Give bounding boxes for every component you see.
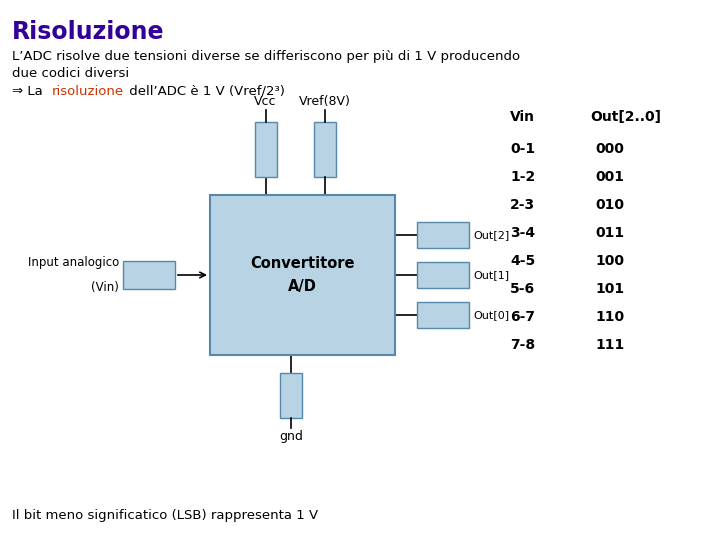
Text: Out[2]: Out[2] [473,230,509,240]
Text: Convertitore: Convertitore [251,255,355,271]
Text: 5-6: 5-6 [510,282,535,296]
Text: 000: 000 [595,142,624,156]
Text: 010: 010 [595,198,624,212]
Text: Vin: Vin [510,110,535,124]
Text: Out[1]: Out[1] [473,270,509,280]
Text: dell’ADC è 1 V (Vref/2³): dell’ADC è 1 V (Vref/2³) [125,85,285,98]
Text: 100: 100 [595,254,624,268]
Text: Vref(8V): Vref(8V) [299,95,351,108]
Text: 111: 111 [595,338,624,352]
Text: 7-8: 7-8 [510,338,535,352]
Text: ⇒ La: ⇒ La [12,85,47,98]
Text: 2-3: 2-3 [510,198,535,212]
Bar [280,373,302,418]
Bar [417,262,469,288]
Text: L’ADC risolve due tensioni diverse se differiscono per più di 1 V producendo: L’ADC risolve due tensioni diverse se di… [12,50,520,63]
Text: 6-7: 6-7 [510,310,535,324]
Text: 1-2: 1-2 [510,170,535,184]
Bar [254,122,276,177]
Text: 4-5: 4-5 [510,254,535,268]
Text: Input analogico: Input analogico [28,256,119,269]
Text: 3-4: 3-4 [510,226,535,240]
Text: 001: 001 [595,170,624,184]
Text: 011: 011 [595,226,624,240]
Text: Out[0]: Out[0] [473,310,509,320]
Bar [417,302,469,328]
Text: 0-1: 0-1 [510,142,535,156]
Text: risoluzione: risoluzione [52,85,124,98]
Text: Il bit meno significatico (LSB) rappresenta 1 V: Il bit meno significatico (LSB) rapprese… [12,509,318,522]
Text: due codici diversi: due codici diversi [12,67,129,80]
Text: Vcc: Vcc [254,95,276,108]
Text: 101: 101 [595,282,624,296]
Text: A/D: A/D [288,280,317,294]
Text: gnd: gnd [279,430,303,443]
Bar [123,261,175,289]
Text: (Vin): (Vin) [91,281,119,294]
Text: 110: 110 [595,310,624,324]
Text: Out[2..0]: Out[2..0] [590,110,661,124]
Bar [314,122,336,177]
Bar [210,195,395,355]
Text: Risoluzione: Risoluzione [12,20,164,44]
Bar [417,222,469,248]
